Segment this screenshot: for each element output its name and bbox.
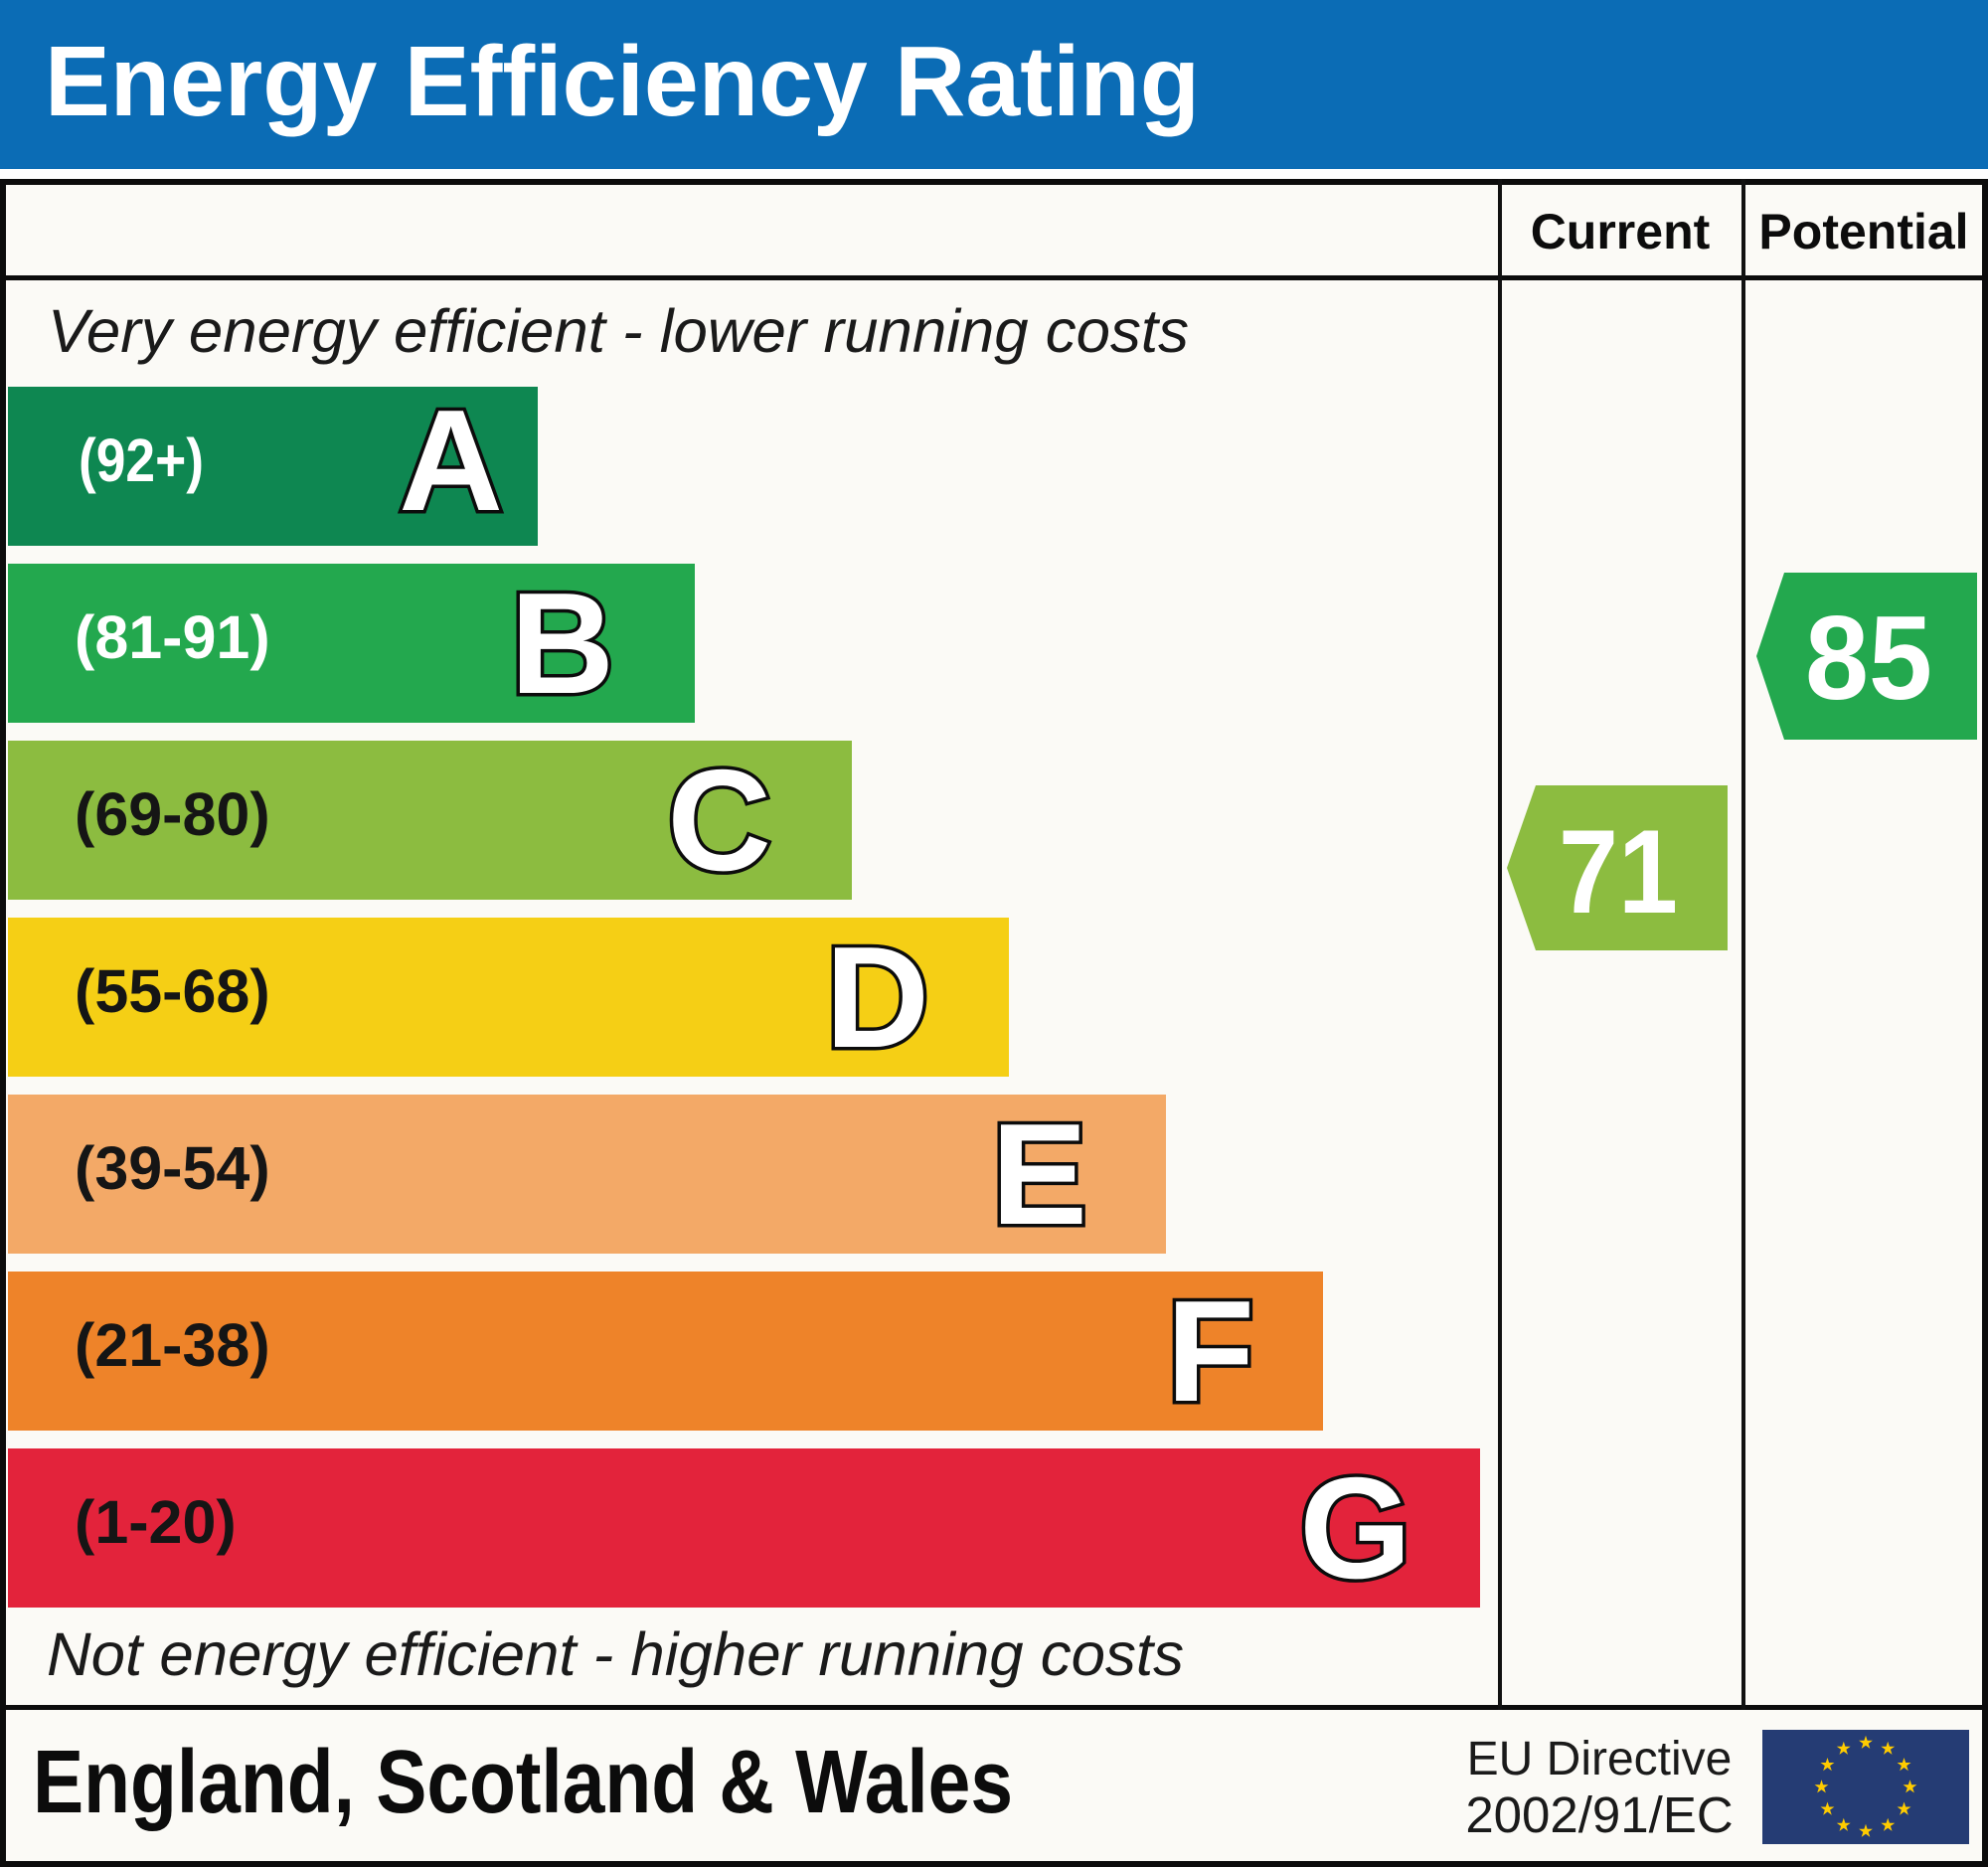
svg-text:A: A <box>399 380 503 541</box>
svg-text:71: 71 <box>1559 805 1678 938</box>
svg-text:Energy Efficiency Rating: Energy Efficiency Rating <box>45 26 1200 137</box>
svg-text:B: B <box>510 563 614 724</box>
svg-text:Not energy efficient - higher: Not energy efficient - higher running co… <box>47 1620 1184 1688</box>
svg-text:G: G <box>1299 1447 1411 1609</box>
svg-text:E: E <box>991 1094 1087 1255</box>
svg-text:D: D <box>825 917 929 1078</box>
svg-text:(69-80): (69-80) <box>75 780 270 848</box>
svg-text:F: F <box>1166 1271 1254 1432</box>
svg-text:C: C <box>667 740 771 901</box>
svg-text:Very energy efficient - lower: Very energy efficient - lower running co… <box>48 297 1189 365</box>
svg-text:England, Scotland & Wales: England, Scotland & Wales <box>33 1733 1013 1832</box>
svg-text:(55-68): (55-68) <box>75 957 270 1025</box>
svg-text:(21-38): (21-38) <box>75 1311 270 1379</box>
svg-text:(1-20): (1-20) <box>75 1488 237 1556</box>
svg-text:2002/91/EC: 2002/91/EC <box>1465 1786 1733 1843</box>
svg-text:85: 85 <box>1805 592 1932 725</box>
svg-text:EU Directive: EU Directive <box>1467 1733 1733 1785</box>
svg-text:Potential: Potential <box>1758 204 1968 259</box>
svg-text:(39-54): (39-54) <box>75 1134 270 1202</box>
svg-text:(92+): (92+) <box>79 426 204 494</box>
svg-text:(81-91): (81-91) <box>75 603 270 671</box>
svg-text:Current: Current <box>1531 204 1711 259</box>
